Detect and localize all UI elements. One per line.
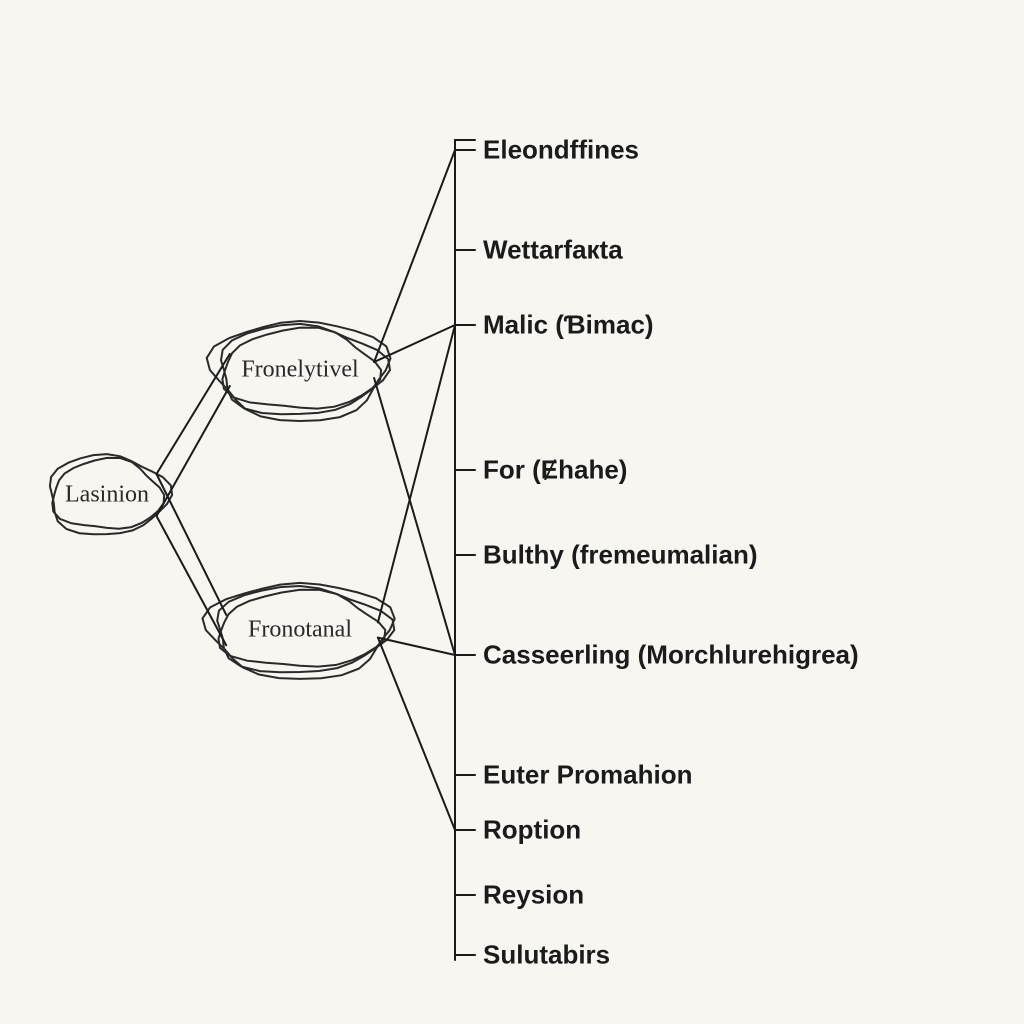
leaf-roption: Roption [483,815,581,846]
node-fronotanal: Fronotanal [248,617,352,644]
leaf-wettarfakta: Wettarfaкta [483,235,623,266]
leaf-for: For (Ɇhahe) [483,455,627,486]
node-lasinion: Lasinion [65,482,149,509]
leaf-euter: Euter Promahion [483,760,692,791]
leaf-eleondffines: Eleondffines [483,135,639,166]
leaf-sulutabirs: Sulutabirs [483,940,610,971]
leaf-casseerling: Casseerling (Morchlurehigrea) [483,640,859,671]
diagram-canvas: Eleondffines Wettarfaкta Malic (Ɓimac) For … [0,0,1024,1024]
leaf-malic: Malic (Ɓimac) [483,310,654,341]
node-fronelytivel: Fronelytivel [241,357,358,384]
leaf-bulthy: Bulthy (fremeumalian) [483,540,758,571]
leaf-reysion: Reysion [483,880,584,911]
